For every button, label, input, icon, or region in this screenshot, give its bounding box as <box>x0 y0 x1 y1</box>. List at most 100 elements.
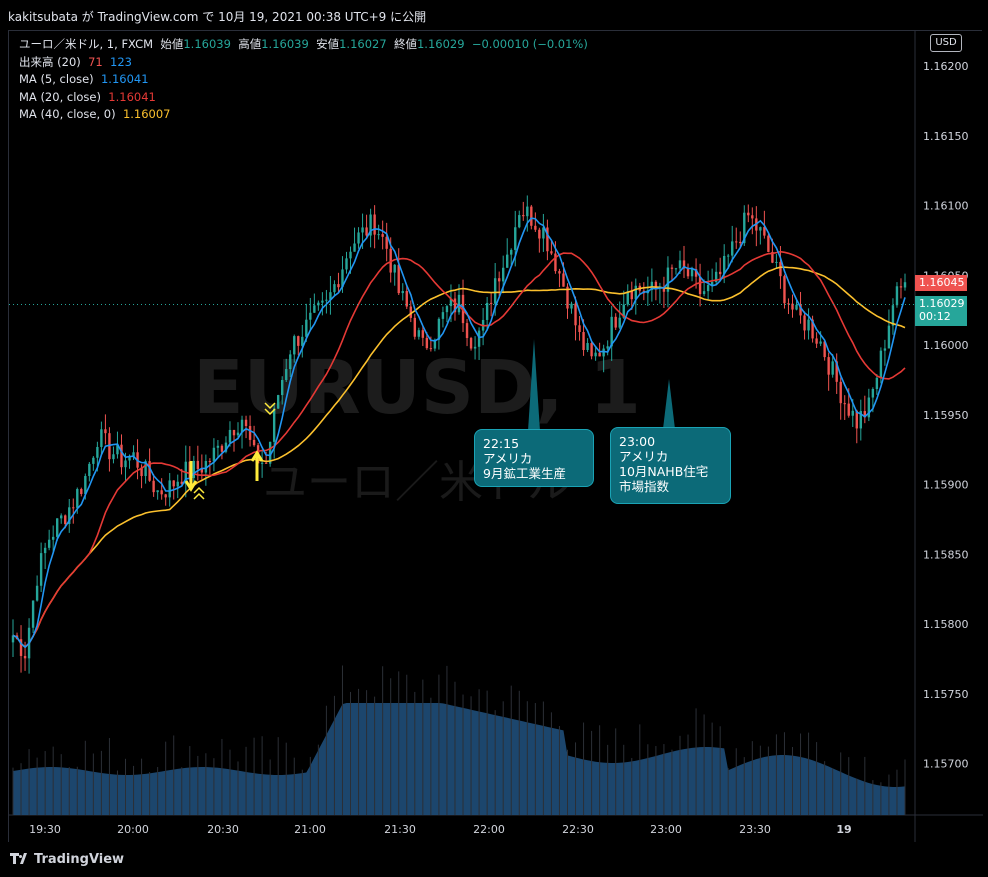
candle-body <box>116 444 119 455</box>
candle-body <box>264 462 268 464</box>
legend-volume-row: 出来高 (20) 71 123 <box>19 54 588 72</box>
candle-body <box>329 292 332 300</box>
candle-body <box>160 490 163 495</box>
signal-marker <box>264 402 276 416</box>
candle-body <box>55 518 59 537</box>
ma40-label[interactable]: MA (40, close, 0) <box>19 107 116 121</box>
currency-button[interactable]: USD <box>930 34 962 52</box>
candle-body <box>686 268 690 277</box>
candle-body <box>827 357 830 375</box>
candle-body <box>220 445 224 452</box>
chart-legend: ユーロ／米ドル, 1, FXCM 始値1.16039 高値1.16039 安値1… <box>19 36 588 124</box>
watermark-symbol: EURUSD, 1 <box>193 345 641 431</box>
candle-body <box>164 494 167 498</box>
candle-body <box>863 411 867 418</box>
candle-body <box>871 389 875 398</box>
annotation-country: アメリカ <box>483 451 533 466</box>
candle-body <box>212 447 216 462</box>
candle-body <box>192 460 196 479</box>
candle-body <box>843 403 846 405</box>
candle-body <box>313 305 316 313</box>
candle-body <box>767 235 770 252</box>
candle-body <box>381 234 384 237</box>
candle-body <box>574 303 577 326</box>
publish-header: kakitsubata が TradingView.com で 10月 19, … <box>0 0 988 30</box>
candle-body <box>855 410 858 429</box>
candle-body <box>558 271 561 274</box>
candle-body <box>72 507 75 509</box>
candle-body <box>626 291 629 305</box>
publish-header-text: kakitsubata が TradingView.com で 10月 19, … <box>8 10 427 24</box>
annotation-2300[interactable]: 23:00 アメリカ 10月NAHB住宅 市場指数 <box>610 427 731 504</box>
chart-panel[interactable]: EURUSD, 1 ユーロ／米ドル 1.16200 1.16150 1.16100 1.1… <box>8 30 983 843</box>
candle-body <box>666 267 670 292</box>
candle-body <box>847 403 850 416</box>
candle-body <box>417 330 421 337</box>
candle-body <box>457 294 461 313</box>
annotation-pointer <box>528 339 540 431</box>
candle-body <box>807 319 810 331</box>
candle-body <box>445 306 449 313</box>
candle-body <box>867 397 871 418</box>
candle-body <box>899 286 903 288</box>
candle-body <box>706 285 710 292</box>
last-price-label: 1.16045 <box>915 275 967 291</box>
candle-body <box>506 254 509 268</box>
ma5-label[interactable]: MA (5, close) <box>19 72 94 86</box>
annotation-2215[interactable]: 22:15 アメリカ 9月鉱工業生産 <box>474 429 594 487</box>
tradingview-logo[interactable]: TradingView <box>10 852 124 867</box>
candle-body <box>590 343 593 357</box>
candle-body <box>19 639 23 656</box>
candle-body <box>883 348 887 351</box>
candle-body <box>369 214 372 236</box>
candle-body <box>650 281 654 291</box>
candle-body <box>373 214 376 235</box>
candle-body <box>570 303 573 309</box>
candle-body <box>710 281 714 286</box>
candle-body <box>690 269 694 277</box>
candle-body <box>128 456 131 461</box>
x-tick-label: 21:00 <box>294 823 326 836</box>
candle-body <box>60 515 63 519</box>
candle-body <box>554 253 557 272</box>
candle-body <box>276 395 280 409</box>
candle-body <box>493 278 497 304</box>
candle-body <box>228 429 232 443</box>
candle-body <box>449 298 453 307</box>
volume-value-2: 123 <box>110 54 132 69</box>
candle-body <box>618 317 621 328</box>
footer: TradingView <box>0 842 988 877</box>
legend-ma40-row: MA (40, close, 0) 1.16007 <box>19 106 588 124</box>
candle-body <box>835 361 838 382</box>
candle-body <box>248 426 252 440</box>
candle-body <box>104 429 107 434</box>
candle-body <box>385 236 388 249</box>
candle-body <box>132 452 135 457</box>
candle-body <box>92 457 95 464</box>
ma40-line <box>12 266 906 649</box>
candle-body <box>694 269 698 277</box>
volume-label[interactable]: 出来高 (20) <box>19 54 81 69</box>
candle-body <box>803 315 806 331</box>
candle-body <box>196 460 200 469</box>
candle-body <box>606 346 609 349</box>
ma20-label[interactable]: MA (20, close) <box>19 89 101 104</box>
candle-body <box>341 269 344 288</box>
candle-body <box>779 261 782 277</box>
ma5-line <box>12 217 906 649</box>
candle-body <box>325 299 328 301</box>
open-value: 1.16039 <box>183 37 231 51</box>
price-chart[interactable]: EURUSD, 1ユーロ／米ドル1.162001.161501.161001.1… <box>9 31 983 843</box>
candle-body <box>614 316 617 328</box>
ma5-value: 1.16041 <box>100 72 149 86</box>
candle-body <box>787 303 790 305</box>
candle-body <box>514 227 517 250</box>
candle-body <box>361 227 364 233</box>
candle-body <box>148 461 151 481</box>
buy-arrow <box>250 450 264 481</box>
candle-body <box>634 285 637 300</box>
candle-body <box>11 635 15 643</box>
symbol-label[interactable]: ユーロ／米ドル, 1, FXCM <box>19 37 154 51</box>
candle-body <box>538 229 541 239</box>
candle-body <box>144 461 147 477</box>
